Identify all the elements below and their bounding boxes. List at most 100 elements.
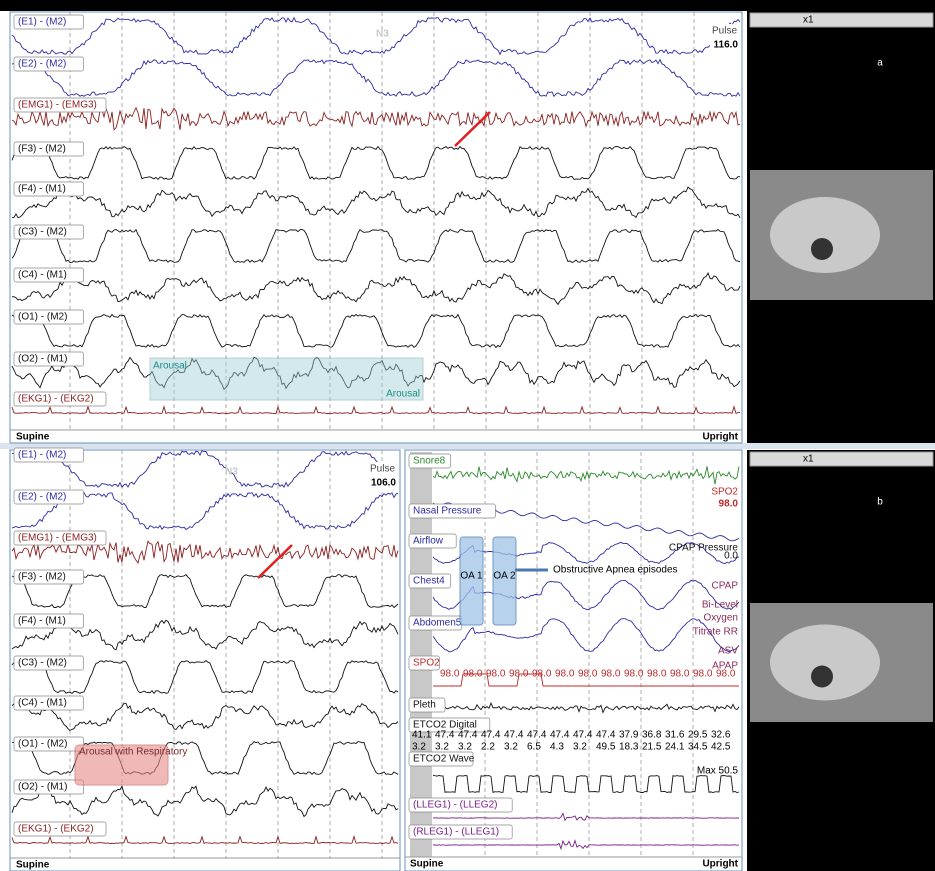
video-toolbar xyxy=(750,13,933,27)
etco2-reading: 3.2 xyxy=(573,742,587,753)
spo2-reading: 98.0 xyxy=(716,669,736,680)
channel-label: (EMG1) - (EMG3) xyxy=(18,533,97,544)
channel-label: Snore8 xyxy=(413,456,446,467)
position-right: Upright xyxy=(702,859,738,870)
spo2-reading: 98.0 xyxy=(532,669,552,680)
top-bar xyxy=(0,0,935,11)
pulse-value: 106.0 xyxy=(371,478,396,489)
spo2-value: 98.0 xyxy=(719,499,739,510)
pulse-label: Pulse xyxy=(370,464,395,475)
channel-label: (LLEG1) - (LLEG2) xyxy=(413,800,497,811)
channel-label: (C3) - (M2) xyxy=(18,658,67,669)
bed-shape xyxy=(770,197,880,273)
arousal-region xyxy=(150,358,423,400)
channel-label: (C4) - (M1) xyxy=(18,270,67,281)
playback-speed: x1 xyxy=(803,15,814,26)
spo2-reading: 98.0 xyxy=(578,669,598,680)
etco2-reading: 41.1 xyxy=(412,730,432,741)
channel-label: (F3) - (M2) xyxy=(18,144,66,155)
spo2-reading: 98.0 xyxy=(463,669,483,680)
ventilation-setting: ASV xyxy=(718,646,738,657)
channel-label: (O2) - (M1) xyxy=(18,782,67,793)
ventilation-setting: Titrate RR xyxy=(693,627,738,638)
position-left: Supine xyxy=(410,859,444,870)
etco2-reading: 47.4 xyxy=(435,730,455,741)
etco2-reading: 47.4 xyxy=(481,730,501,741)
channel-label: Airflow xyxy=(413,536,444,547)
etco2-reading: 34.5 xyxy=(688,742,708,753)
annotation: Obstructive Apnea episodes xyxy=(553,565,678,576)
channel-label: (EKG1) - (EKG2) xyxy=(18,394,94,405)
channel-label: Pleth xyxy=(413,700,436,711)
etco2-reading: 3.2 xyxy=(458,742,472,753)
channel-label: (EMG1) - (EMG3) xyxy=(18,100,97,111)
etco2-reading: 36.8 xyxy=(642,730,662,741)
arousal-label: Arousal xyxy=(153,361,187,372)
etco2-reading: 24.1 xyxy=(665,742,685,753)
spo2-reading: 98.0 xyxy=(440,669,460,680)
divider xyxy=(0,443,935,449)
pulse-label: Pulse xyxy=(712,26,737,37)
spo2-reading: 98.0 xyxy=(647,669,667,680)
etco2-reading: 29.5 xyxy=(688,730,708,741)
etco2-reading: 3.2 xyxy=(435,742,449,753)
channel-label: (C4) - (M1) xyxy=(18,698,67,709)
etco2-reading: 47.4 xyxy=(504,730,524,741)
channel-label: (E2) - (M2) xyxy=(18,59,66,70)
spo2-reading: 98.0 xyxy=(509,669,529,680)
bed-shape xyxy=(770,625,880,701)
arousal-label: Arousal with Respiratory xyxy=(79,747,187,758)
etco2-reading: 47.4 xyxy=(527,730,547,741)
channel-label: (C3) - (M2) xyxy=(18,227,67,238)
apnea-event-label: OA 1 xyxy=(460,571,483,582)
etco2-reading: 3.2 xyxy=(504,742,518,753)
sleep-stage: N3 xyxy=(225,467,238,478)
channel-label: (F4) - (M1) xyxy=(18,616,66,627)
etco2-reading: 3.2 xyxy=(412,742,426,753)
channel-label: SPO2 xyxy=(413,658,440,669)
etco2-reading: 18.3 xyxy=(619,742,639,753)
channel-label: (F3) - (M2) xyxy=(18,572,66,583)
apnea-event-label: OA 2 xyxy=(493,571,516,582)
etco2-reading: 47.4 xyxy=(550,730,570,741)
etco2-reading: 47.4 xyxy=(573,730,593,741)
etco2-reading: 47.4 xyxy=(596,730,616,741)
position-left: Supine xyxy=(16,432,50,443)
panel-letter: b xyxy=(877,497,883,508)
video-toolbar xyxy=(750,452,933,466)
channel-label: (EKG1) - (EKG2) xyxy=(18,824,94,835)
channel-label: Nasal Pressure xyxy=(413,506,482,517)
patient-head xyxy=(811,666,833,688)
position-right: Upright xyxy=(702,432,738,443)
ventilation-setting: Bi-Level xyxy=(702,600,738,611)
etco2-reading: 47.4 xyxy=(458,730,478,741)
ventilation-setting: CPAP xyxy=(712,581,739,592)
channel-label: ETCO2 Wave xyxy=(413,754,475,765)
spo2-label: SPO2 xyxy=(711,487,738,498)
channel-label: (O1) - (M2) xyxy=(18,739,67,750)
etco2-reading: 6.5 xyxy=(527,742,541,753)
etco2-reading: 21.5 xyxy=(642,742,662,753)
spo2-reading: 98.0 xyxy=(601,669,621,680)
channel-label: (O1) - (M2) xyxy=(18,312,67,323)
etco2-max: Max 50.5 xyxy=(697,766,739,777)
channel-label: (E1) - (M2) xyxy=(18,450,66,461)
spo2-reading: 98.0 xyxy=(486,669,506,680)
etco2-reading: 49.5 xyxy=(596,742,616,753)
playback-speed: x1 xyxy=(803,454,814,465)
etco2-reading: 37.9 xyxy=(619,730,639,741)
etco2-reading: 31.6 xyxy=(665,730,685,741)
ventilation-setting: Oxygen xyxy=(704,613,738,624)
channel-label: Abdomen5 xyxy=(413,618,462,629)
channel-label: (O2) - (M1) xyxy=(18,354,67,365)
screenshot: (E1) - (M2) (E2) - (M2) (EMG1) - (EMG3) (F3… xyxy=(0,0,935,871)
arousal-label: Arousal xyxy=(386,389,420,400)
channel-label: (RLEG1) - (LLEG1) xyxy=(413,827,499,838)
sleep-stage: N3 xyxy=(376,29,389,40)
patient-head xyxy=(811,238,833,260)
spo2-reading: 98.0 xyxy=(693,669,713,680)
spo2-reading: 98.0 xyxy=(624,669,644,680)
etco2-reading: 4.3 xyxy=(550,742,564,753)
position-left: Supine xyxy=(16,860,50,871)
spo2-reading: 98.0 xyxy=(670,669,690,680)
